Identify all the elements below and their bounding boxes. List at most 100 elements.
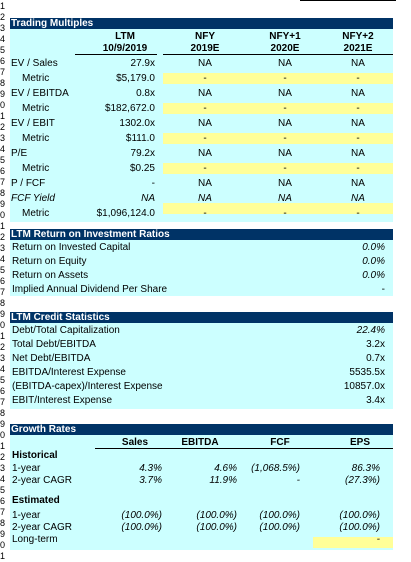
col-header-nfy1[interactable]: NFY+1 bbox=[269, 31, 301, 42]
cell-value[interactable]: NA bbox=[278, 178, 292, 189]
trading-multiples-header[interactable]: Trading Multiples bbox=[10, 18, 393, 29]
col-header-fcf[interactable]: FCF bbox=[270, 437, 290, 448]
cell-value[interactable]: NA bbox=[141, 193, 155, 204]
col-header-nfy1-year[interactable]: 2020E bbox=[270, 43, 300, 54]
cell-value[interactable]: $5,179.0 bbox=[116, 73, 155, 84]
row-label[interactable]: EV / Sales bbox=[11, 58, 58, 69]
cell-value[interactable]: 86.3% bbox=[351, 463, 380, 474]
row-label[interactable]: EV / EBIT bbox=[11, 118, 55, 129]
cell-value[interactable]: - bbox=[356, 73, 360, 84]
row-label[interactable]: EBIT/Interest Expense bbox=[12, 395, 113, 406]
cell-value[interactable] bbox=[175, 534, 237, 545]
cell-value[interactable]: 5535.5x bbox=[349, 367, 385, 378]
row-label[interactable]: EV / EBITDA bbox=[11, 88, 69, 99]
cell-value[interactable]: - bbox=[203, 163, 207, 174]
cell-value[interactable]: - bbox=[203, 73, 207, 84]
credit-stats-header[interactable]: LTM Credit Statistics bbox=[10, 312, 393, 323]
cell-value[interactable]: $0.25 bbox=[129, 163, 155, 174]
cell-value[interactable]: - bbox=[283, 103, 287, 114]
cell-value[interactable]: NA bbox=[351, 118, 365, 129]
cell-value[interactable]: NA bbox=[351, 88, 365, 99]
cell-value[interactable]: NA bbox=[278, 88, 292, 99]
cell-value[interactable]: - bbox=[203, 208, 207, 219]
cell-value[interactable]: - bbox=[296, 475, 300, 486]
cell-value[interactable]: 0.0% bbox=[362, 270, 385, 281]
col-header-sales[interactable]: Sales bbox=[121, 437, 149, 448]
cell-value[interactable]: NA bbox=[278, 193, 292, 204]
col-header-eps[interactable]: EPS bbox=[349, 437, 370, 448]
cell-value[interactable]: - bbox=[376, 534, 380, 545]
estimated-label[interactable]: Estimated bbox=[12, 495, 60, 506]
row-label[interactable]: 1-year bbox=[12, 463, 41, 474]
cell-value[interactable]: 4.6% bbox=[214, 463, 237, 474]
row-label[interactable]: P/E bbox=[11, 148, 28, 159]
cell-value[interactable]: 0.8x bbox=[136, 88, 155, 99]
cell-value[interactable]: NA bbox=[278, 58, 292, 69]
cell-value[interactable]: NA bbox=[351, 58, 365, 69]
row-label[interactable]: P / FCF bbox=[11, 178, 46, 189]
cell-value[interactable]: (100.0%) bbox=[121, 510, 162, 521]
cell-value[interactable]: NA bbox=[198, 148, 212, 159]
cell-value[interactable]: $111.0 bbox=[125, 133, 155, 144]
row-label[interactable]: (EBITDA-capex)/Interest Expense bbox=[12, 381, 163, 392]
return-ratios-header[interactable]: LTM Return on Investment Ratios bbox=[10, 229, 393, 240]
cell-value[interactable]: - bbox=[283, 163, 287, 174]
cell-value[interactable]: 4.3% bbox=[139, 463, 162, 474]
col-header-ltm-date[interactable]: 10/9/2019 bbox=[102, 43, 148, 54]
cell-value[interactable]: (100.0%) bbox=[339, 522, 380, 533]
cell-value[interactable]: - bbox=[203, 133, 207, 144]
cell-value[interactable] bbox=[238, 534, 300, 545]
row-label[interactable]: 2-year CAGR bbox=[12, 522, 73, 533]
row-label[interactable]: Metric bbox=[22, 73, 50, 84]
row-label[interactable]: Metric bbox=[22, 133, 50, 144]
row-label[interactable]: FCF Yield bbox=[11, 193, 55, 204]
col-header-nfy[interactable]: NFY bbox=[195, 31, 215, 42]
cell-value[interactable]: - bbox=[356, 163, 360, 174]
cell-value[interactable]: (100.0%) bbox=[259, 522, 300, 533]
col-header-nfy-year[interactable]: 2019E bbox=[190, 43, 220, 54]
cell-value[interactable]: (1,068.5%) bbox=[251, 463, 300, 474]
cell-value[interactable]: 27.9x bbox=[130, 58, 155, 69]
cell-value[interactable]: $182,672.0 bbox=[104, 103, 155, 114]
col-header-ebitda[interactable]: EBITDA bbox=[181, 437, 219, 448]
cell-value[interactable]: NA bbox=[198, 58, 212, 69]
cell-value[interactable]: - bbox=[283, 208, 287, 219]
row-label[interactable]: Implied Annual Dividend Per Share bbox=[12, 284, 168, 295]
cell-value[interactable]: - bbox=[283, 133, 287, 144]
row-label[interactable]: Total Debt/EBITDA bbox=[12, 339, 96, 350]
cell-value[interactable]: 0.7x bbox=[366, 353, 385, 364]
row-label[interactable]: Debt/Total Capitalization bbox=[12, 325, 120, 336]
row-label[interactable]: Long-term bbox=[12, 534, 58, 545]
row-label[interactable]: Return on Invested Capital bbox=[12, 242, 131, 253]
cell-value[interactable]: NA bbox=[278, 118, 292, 129]
cell-value[interactable]: (100.0%) bbox=[196, 510, 237, 521]
cell-value[interactable]: NA bbox=[198, 193, 212, 204]
row-label[interactable]: Return on Assets bbox=[12, 270, 89, 281]
cell-value[interactable]: - bbox=[283, 73, 287, 84]
cell-value[interactable]: 0.0% bbox=[362, 242, 385, 253]
cell-value[interactable]: $1,096,124.0 bbox=[96, 208, 155, 219]
cell-value[interactable]: (100.0%) bbox=[339, 510, 380, 521]
cell-value[interactable]: - bbox=[356, 133, 360, 144]
col-header-ltm[interactable]: LTM bbox=[115, 31, 135, 42]
growth-rates-header[interactable]: Growth Rates bbox=[10, 424, 393, 435]
cell-value[interactable]: 22.4% bbox=[356, 325, 385, 336]
cell-value[interactable]: NA bbox=[198, 118, 212, 129]
cell-value[interactable]: NA bbox=[198, 88, 212, 99]
historical-label[interactable]: Historical bbox=[12, 450, 58, 461]
cell-value[interactable]: 3.2x bbox=[366, 339, 385, 350]
cell-value[interactable]: - bbox=[203, 103, 207, 114]
cell-value[interactable]: (100.0%) bbox=[196, 522, 237, 533]
cell-value[interactable] bbox=[100, 534, 162, 545]
cell-value[interactable]: NA bbox=[351, 193, 365, 204]
cell-value[interactable]: 3.7% bbox=[139, 475, 162, 486]
cell-value[interactable]: - bbox=[381, 284, 385, 295]
cell-value[interactable]: 79.2x bbox=[130, 148, 155, 159]
cell-value[interactable]: (100.0%) bbox=[121, 522, 162, 533]
cell-value[interactable]: NA bbox=[278, 148, 292, 159]
cell-value[interactable]: NA bbox=[198, 178, 212, 189]
cell-value[interactable]: 10857.0x bbox=[343, 381, 385, 392]
cell-value[interactable]: (100.0%) bbox=[259, 510, 300, 521]
row-label[interactable]: Metric bbox=[22, 163, 50, 174]
row-label[interactable]: 1-year bbox=[12, 510, 41, 521]
